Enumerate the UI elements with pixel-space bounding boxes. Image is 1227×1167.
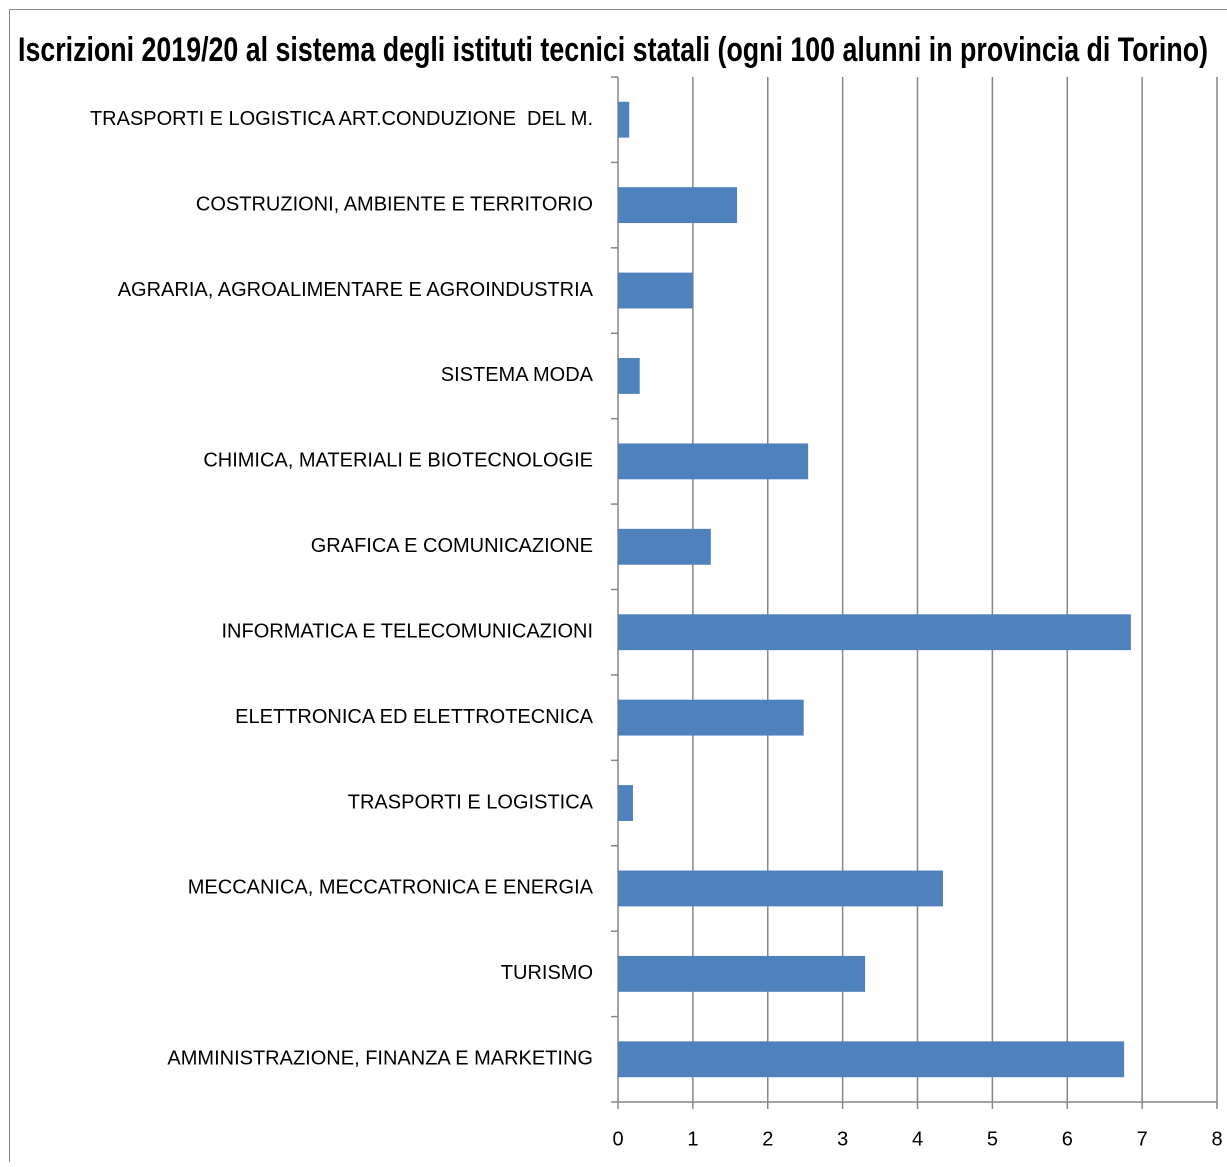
bar	[618, 443, 808, 479]
y-tick-label: COSTRUZIONI, AMBIENTE E TERRITORIO	[196, 193, 593, 215]
y-tick-label: TRASPORTI E LOGISTICA ART.CONDUZIONE DEL…	[90, 108, 593, 130]
y-tick-label: ELETTRONICA ED ELETTROTECNICA	[235, 706, 593, 728]
x-tick-label: 2	[762, 1128, 773, 1150]
y-tick-label: SISTEMA MODA	[441, 364, 594, 386]
bar	[618, 700, 804, 736]
bar	[618, 1041, 1124, 1077]
y-tick-label: MECCANICA, MECCATRONICA E ENERGIA	[188, 877, 594, 899]
bar	[618, 187, 737, 223]
y-tick-label: GRAFICA E COMUNICAZIONE	[311, 535, 593, 557]
y-tick-label: AMMINISTRAZIONE, FINANZA E MARKETING	[167, 1048, 593, 1070]
x-tick-label: 0	[612, 1128, 623, 1150]
bar	[618, 871, 943, 907]
bar	[618, 614, 1131, 650]
bar	[618, 529, 711, 565]
x-tick-label: 1	[687, 1128, 698, 1150]
bar	[618, 785, 633, 821]
bar	[618, 273, 693, 309]
bar	[618, 102, 629, 138]
y-tick-label: TRASPORTI E LOGISTICA	[348, 791, 594, 813]
x-tick-label: 4	[912, 1128, 923, 1150]
x-tick-label: 6	[1062, 1128, 1073, 1150]
bar	[618, 956, 865, 992]
y-tick-label: CHIMICA, MATERIALI E BIOTECNOLOGIE	[203, 450, 593, 472]
chart-title: Iscrizioni 2019/20 al sistema degli isti…	[18, 31, 1208, 69]
y-tick-label: INFORMATICA E TELECOMUNICAZIONI	[221, 620, 593, 642]
x-tick-label: 3	[837, 1128, 848, 1150]
x-tick-label: 5	[987, 1128, 998, 1150]
bar	[618, 358, 640, 394]
y-tick-label: TURISMO	[501, 962, 593, 984]
y-tick-label: AGRARIA, AGROALIMENTARE E AGROINDUSTRIA	[118, 279, 594, 301]
x-tick-label: 7	[1137, 1128, 1148, 1150]
x-tick-label: 8	[1211, 1128, 1222, 1150]
